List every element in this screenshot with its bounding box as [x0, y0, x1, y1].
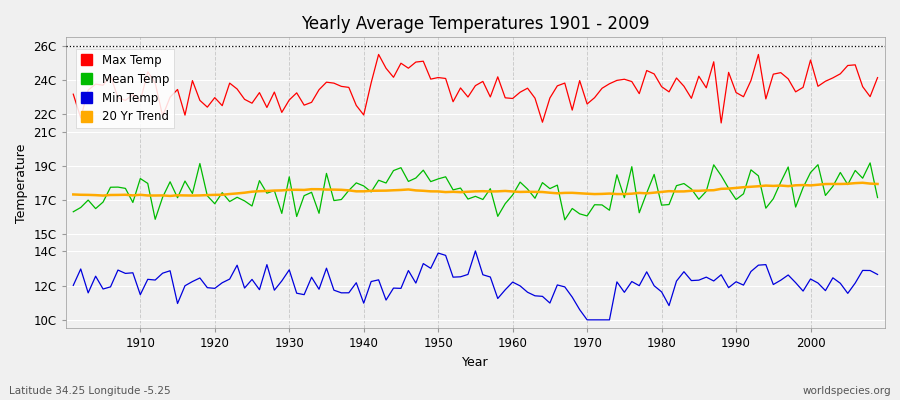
X-axis label: Year: Year: [462, 356, 489, 369]
Title: Yearly Average Temperatures 1901 - 2009: Yearly Average Temperatures 1901 - 2009: [302, 15, 650, 33]
Y-axis label: Temperature: Temperature: [15, 143, 28, 222]
Text: Latitude 34.25 Longitude -5.25: Latitude 34.25 Longitude -5.25: [9, 386, 171, 396]
Text: worldspecies.org: worldspecies.org: [803, 386, 891, 396]
Legend: Max Temp, Mean Temp, Min Temp, 20 Yr Trend: Max Temp, Mean Temp, Min Temp, 20 Yr Tre…: [76, 49, 174, 128]
